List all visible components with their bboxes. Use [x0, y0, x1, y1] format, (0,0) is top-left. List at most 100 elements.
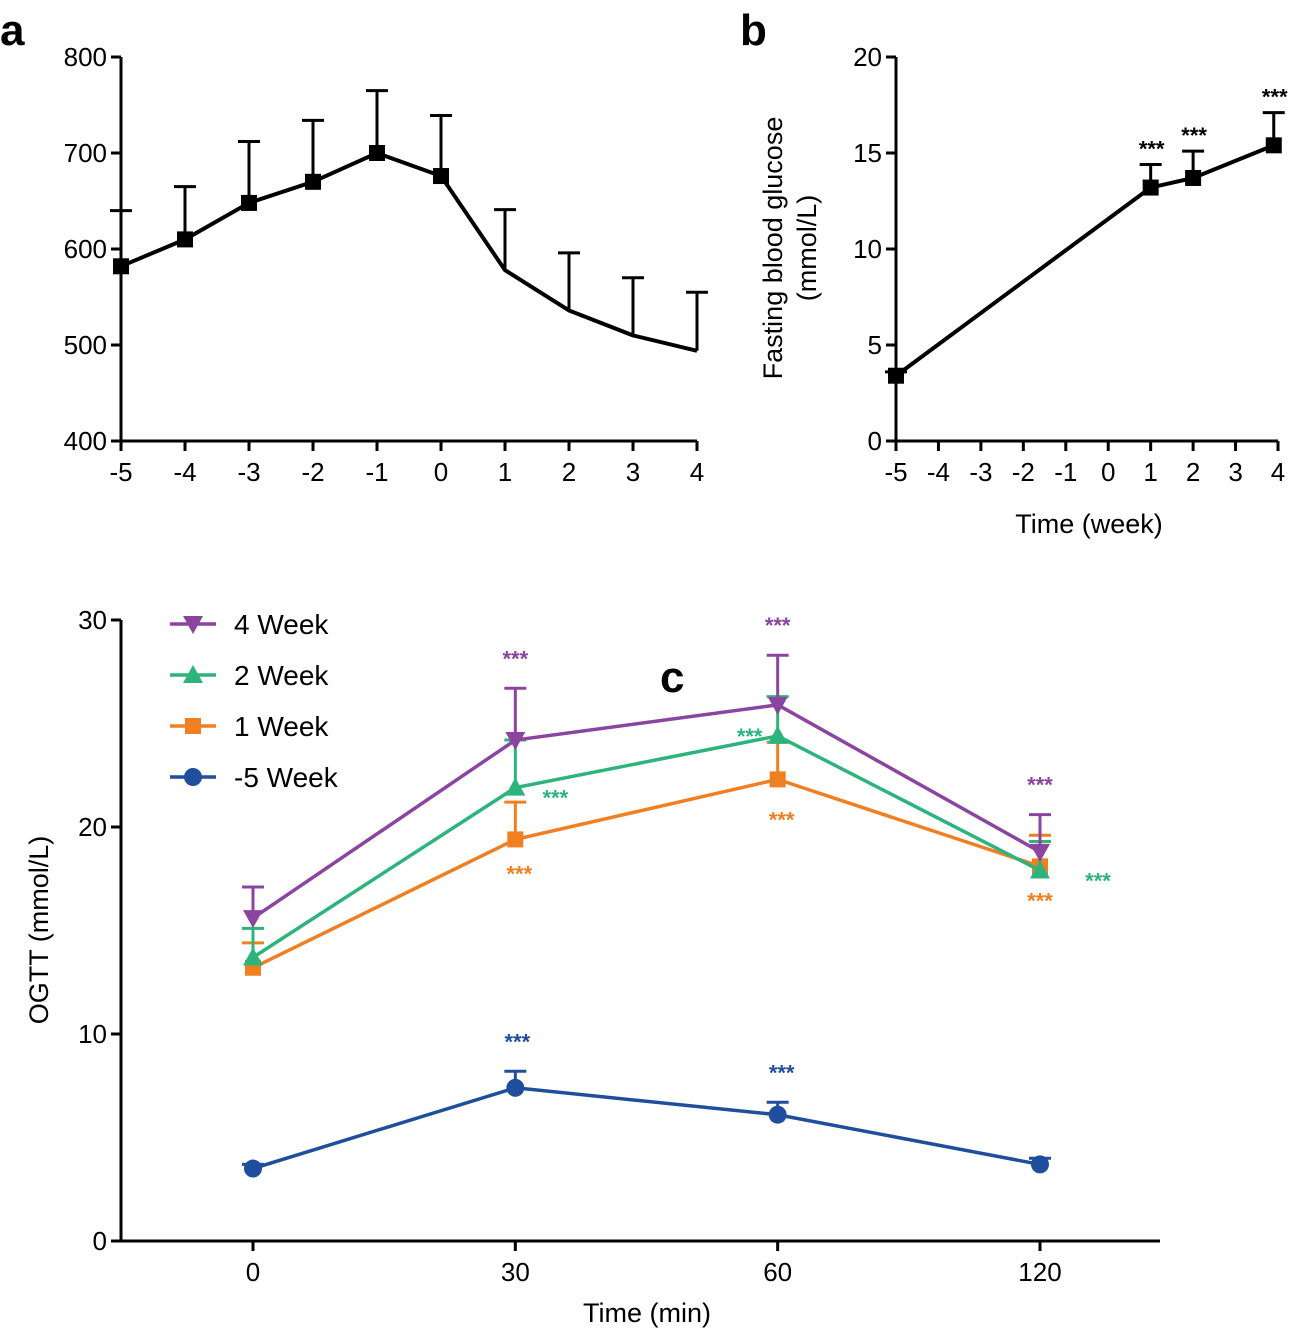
- panel-c-3-point-1: [506, 1078, 525, 1097]
- panel-c-0-point-2: [767, 696, 788, 715]
- panel-c-0-point-3: [1030, 843, 1050, 862]
- panel-c-significance-3-1: ***: [504, 1029, 530, 1054]
- panel-a-x-tick-label: -4: [173, 457, 196, 487]
- panel-b-significance-2: ***: [1181, 123, 1207, 148]
- legend-marker-1: [183, 665, 203, 683]
- panel-a-point-4: [369, 145, 385, 161]
- panel-c-marks: *** *** *** *** *** *** *** *** *** *** ***: [242, 613, 1111, 1178]
- panel-b-x-tick-label: 3: [1228, 457, 1242, 487]
- legend-label-3: -5 Week: [234, 762, 339, 793]
- panel-a-y-tick-label: 800: [64, 42, 107, 72]
- panel-a-y-tick-label: 500: [64, 330, 107, 360]
- panel-b-y-tick-label: 20: [853, 42, 882, 72]
- panel-c-y-tick-label: 20: [78, 812, 107, 842]
- panel-c-1-point-1: [505, 777, 526, 796]
- panel-c-x-tick-label: 60: [763, 1257, 792, 1287]
- panel-c-x-tick-label: 120: [1018, 1257, 1061, 1287]
- panel-b-x-tick-label: -3: [969, 457, 992, 487]
- panel-b-point-0: [888, 367, 904, 384]
- panel-c-label: c: [660, 653, 684, 702]
- panel-a-point-3: [305, 173, 321, 190]
- panel-a-point-1: [177, 231, 193, 248]
- panel-b-label: b: [740, 6, 767, 55]
- panel-c-1-point-3: [1030, 860, 1050, 879]
- panel-a-label: a: [0, 6, 25, 55]
- panel-c-0-point-0: [243, 910, 263, 929]
- panel-a-marks: [110, 89, 708, 353]
- panel-c-series-line-0: [252, 703, 1041, 920]
- panel-a-x-tick-label: -3: [237, 457, 260, 487]
- panel-b-point-1: [1142, 179, 1159, 196]
- panel-c-series-line-3: [252, 1086, 1041, 1171]
- panel-b-x-tick-label: 2: [1186, 457, 1200, 487]
- panel-a-x-tick-label: 2: [562, 457, 576, 487]
- panel-c-significance-2-2: ***: [769, 807, 795, 832]
- panel-b-y-tick-label: 15: [853, 138, 882, 168]
- panel-a-series-line: [120, 150, 698, 353]
- panel-c-3-point-0: [244, 1159, 262, 1178]
- panel-c-3-point-2: [768, 1105, 787, 1124]
- panel-b-y-tick-label: 0: [868, 426, 882, 456]
- panel-b-xlabel: Time (week): [1015, 509, 1163, 539]
- panel-b-significance-3: ***: [1262, 85, 1288, 110]
- panel-b-x-tick-label: -4: [927, 457, 950, 487]
- panel-a: a 400 500 600 700 800 -5 -4 -3 -2 -1 0 1 2 3 4: [0, 6, 708, 487]
- panel-b-ylabel-line1: Fasting blood glucose: [758, 117, 788, 380]
- legend-marker-2: [185, 718, 201, 734]
- panel-b-y-tick-label: 5: [868, 330, 882, 360]
- panel-b-series-line: [894, 143, 1275, 378]
- panel-a-x-tick-label: 1: [498, 457, 512, 487]
- panel-c-ylabel: OGTT (mmol/L): [24, 836, 54, 1025]
- panel-b-y-tick-label: 10: [853, 234, 882, 264]
- panel-c-significance-3-2: ***: [769, 1060, 795, 1085]
- panel-c-0-point-1: [505, 732, 526, 751]
- panel-b-marks: *** *** ***: [885, 85, 1288, 384]
- panel-c-legend: 4 Week 2 Week 1 Week -5 Week: [170, 609, 339, 793]
- panel-a-y-tick-label: 400: [64, 426, 107, 456]
- panel-a-point-2: [241, 194, 257, 211]
- panel-b-x-tick-label: 4: [1271, 457, 1285, 487]
- legend-marker-3: [184, 768, 202, 786]
- panel-b-x-tick-label: -1: [1054, 457, 1077, 487]
- panel-c-y-tick-label: 30: [78, 605, 107, 635]
- panel-c-1-point-2: [767, 725, 788, 744]
- panel-c-series-line-1: [252, 734, 1041, 959]
- panel-c-series-line-2: [252, 777, 1041, 970]
- panel-a-y-tick-label: 600: [64, 234, 107, 264]
- panel-c-3-point-3: [1031, 1155, 1049, 1174]
- panel-a-x-tick-label: -1: [365, 457, 388, 487]
- panel-c-1-point-0: [243, 947, 263, 966]
- panel-c-y-tick-label: 0: [93, 1226, 107, 1256]
- panel-a-point-5: [433, 168, 449, 185]
- panel-c-xlabel: Time (min): [583, 1298, 711, 1328]
- panel-c-significance-1-1: ***: [542, 786, 568, 811]
- panel-c-significance-0-1: ***: [502, 646, 528, 671]
- panel-c-significance-1-3: ***: [1085, 868, 1111, 893]
- panel-a-x-tick-label: -2: [301, 457, 324, 487]
- panel-b-ylabel-line2: (mmol/L): [792, 195, 822, 302]
- legend-label-2: 1 Week: [234, 711, 329, 742]
- panel-a-axes: 400 500 600 700 800 -5 -4 -3 -2 -1 0 1 2 3 4: [64, 42, 705, 487]
- panel-b-x-tick-label: -5: [884, 457, 907, 487]
- panel-a-x-tick-label: 3: [626, 457, 640, 487]
- panel-c-2-point-1: [507, 831, 524, 848]
- panel-c-x-tick-label: 30: [501, 1257, 530, 1287]
- panel-b-point-2: [1185, 169, 1202, 186]
- panel-b-point-3: [1265, 137, 1282, 154]
- panel-a-y-tick-label: 700: [64, 138, 107, 168]
- panel-b-x-tick-label: 1: [1143, 457, 1157, 487]
- panel-c-2-point-2: [769, 771, 786, 788]
- panel-a-point-0: [113, 258, 129, 275]
- panel-c-significance-0-2: ***: [765, 613, 791, 638]
- legend-marker-0: [183, 616, 203, 634]
- panel-b-x-tick-label: -2: [1012, 457, 1035, 487]
- panel-b-significance-1: ***: [1139, 137, 1165, 162]
- panel-c-axes: 0 10 20 30 0 30 60 120: [78, 605, 1160, 1287]
- panel-c-x-tick-label: 0: [246, 1257, 260, 1287]
- panel-a-x-tick-label: 4: [690, 457, 704, 487]
- panel-c-y-tick-label: 10: [78, 1019, 107, 1049]
